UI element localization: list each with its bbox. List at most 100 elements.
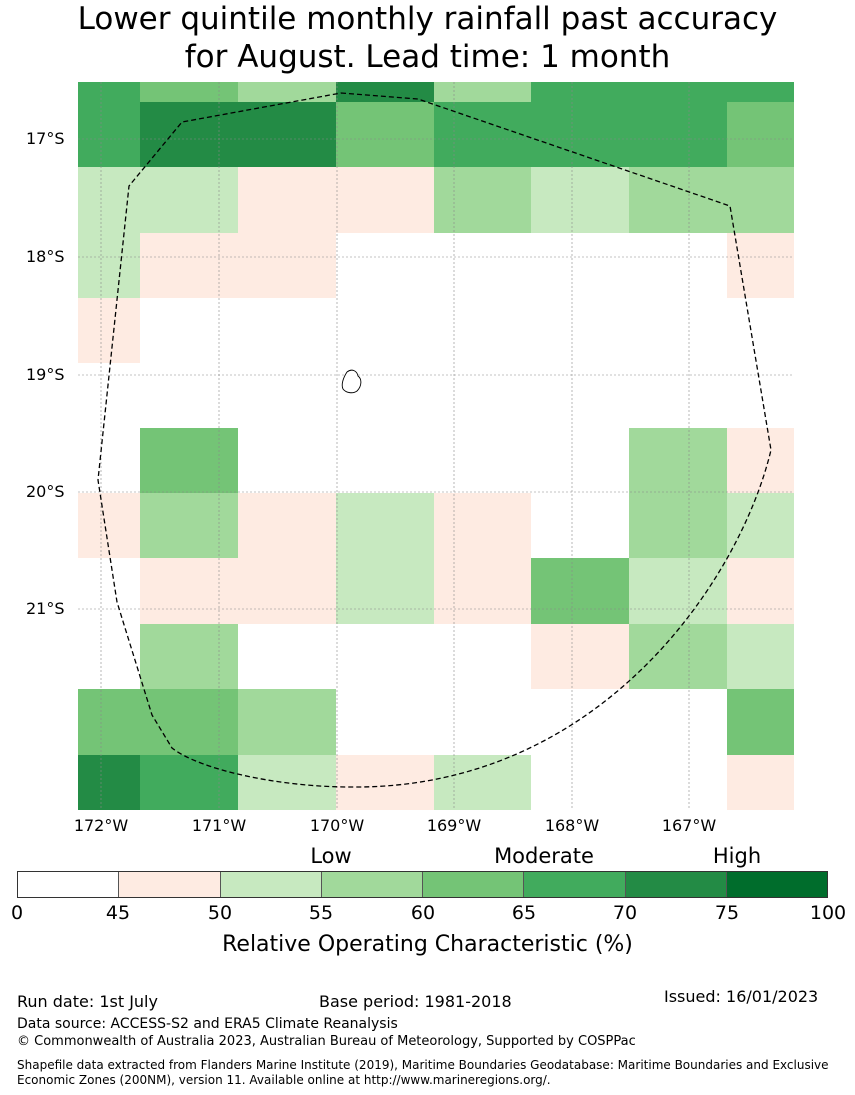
eez-boundary bbox=[97, 92, 772, 788]
colorbar-segment bbox=[18, 872, 120, 897]
map-cell bbox=[531, 167, 629, 233]
colorbar-tick: 75 bbox=[714, 902, 740, 924]
map-cell bbox=[140, 298, 238, 363]
rainfall-accuracy-map bbox=[78, 82, 794, 810]
map-cell bbox=[531, 624, 629, 689]
map-cell bbox=[434, 755, 531, 810]
lat-label-19s: 19°S bbox=[26, 365, 65, 384]
map-cell bbox=[78, 624, 140, 689]
map-cell bbox=[727, 167, 794, 233]
map-cell bbox=[140, 363, 238, 428]
map-cell bbox=[434, 428, 531, 493]
shapefile-credit-line-2: Economic Zones (200NM), version 11. Avai… bbox=[17, 1073, 551, 1087]
map-cell bbox=[727, 624, 794, 689]
category-moderate: Moderate bbox=[494, 844, 594, 868]
colorbar bbox=[17, 871, 828, 898]
map-cell bbox=[727, 689, 794, 755]
lon-label-171w: 171°W bbox=[191, 816, 247, 835]
colorbar-segment bbox=[423, 872, 525, 897]
map-cell bbox=[434, 558, 531, 624]
map-cell bbox=[238, 167, 336, 233]
map-cell bbox=[140, 755, 238, 810]
map-cell bbox=[336, 624, 434, 689]
map-cell bbox=[238, 493, 336, 558]
map-cell bbox=[238, 298, 336, 363]
category-low: Low bbox=[310, 844, 352, 868]
map-cell bbox=[238, 624, 336, 689]
map-cell bbox=[629, 755, 727, 810]
map-cell bbox=[140, 102, 238, 167]
colorbar-tick: 60 bbox=[410, 902, 436, 924]
graticule bbox=[78, 82, 794, 810]
map-cell bbox=[336, 82, 434, 102]
map-cell bbox=[727, 82, 794, 102]
colorbar-tick: 65 bbox=[511, 902, 537, 924]
map-cell bbox=[629, 689, 727, 755]
map-cell bbox=[238, 233, 336, 298]
map-cell bbox=[140, 82, 238, 102]
map-cell bbox=[140, 167, 238, 233]
shapefile-credit-line-1: Shapefile data extracted from Flanders M… bbox=[17, 1058, 829, 1072]
map-cell bbox=[434, 363, 531, 428]
map-cell bbox=[78, 298, 140, 363]
map-cell bbox=[140, 624, 238, 689]
map-cell bbox=[140, 233, 238, 298]
map-cell bbox=[531, 363, 629, 428]
colorbar-label: Relative Operating Characteristic (%) bbox=[222, 932, 633, 957]
map-cell bbox=[727, 428, 794, 493]
title-line-1: Lower quintile monthly rainfall past acc… bbox=[77, 1, 778, 37]
map-cell bbox=[629, 102, 727, 167]
map-cell bbox=[140, 558, 238, 624]
map-cell bbox=[434, 167, 531, 233]
map-cell bbox=[238, 82, 336, 102]
map-cell bbox=[336, 689, 434, 755]
map-cell bbox=[531, 102, 629, 167]
map-cell bbox=[336, 428, 434, 493]
map-cell bbox=[336, 493, 434, 558]
map-cell bbox=[531, 493, 629, 558]
map-cell bbox=[336, 558, 434, 624]
colorbar-tick: 100 bbox=[809, 902, 847, 924]
copyright: © Commonwealth of Australia 2023, Austra… bbox=[17, 1034, 636, 1049]
island-outline bbox=[341, 369, 362, 394]
title-line-2: for August. Lead time: 1 month bbox=[184, 39, 671, 75]
map-cell bbox=[336, 233, 434, 298]
map-cell bbox=[434, 82, 531, 102]
map-cell bbox=[727, 558, 794, 624]
colorbar-segment bbox=[321, 872, 423, 897]
map-cell bbox=[238, 689, 336, 755]
run-date: Run date: 1st July bbox=[17, 992, 158, 1011]
map-cell bbox=[140, 428, 238, 493]
map-cell bbox=[629, 233, 727, 298]
map-cell bbox=[629, 298, 727, 363]
colorbar-tick: 55 bbox=[308, 902, 334, 924]
lat-label-17s: 17°S bbox=[26, 129, 65, 148]
lat-label-21s: 21°S bbox=[26, 599, 65, 618]
map-cell bbox=[434, 102, 531, 167]
map-cell bbox=[78, 558, 140, 624]
map-cell bbox=[238, 428, 336, 493]
map-cell bbox=[531, 689, 629, 755]
base-period: Base period: 1981-2018 bbox=[319, 992, 512, 1011]
map-cell bbox=[336, 755, 434, 810]
issued-date: Issued: 16/01/2023 bbox=[664, 987, 819, 1006]
map-cells bbox=[78, 82, 794, 810]
lon-label-168w: 168°W bbox=[544, 816, 600, 835]
map-cell bbox=[629, 624, 727, 689]
map-cell bbox=[238, 102, 336, 167]
colorbar-segment bbox=[625, 872, 727, 897]
lon-label-167w: 167°W bbox=[661, 816, 717, 835]
map-cell bbox=[434, 624, 531, 689]
map-cell bbox=[727, 363, 794, 428]
colorbar-tick: 45 bbox=[105, 902, 131, 924]
map-cell bbox=[531, 82, 629, 102]
map-cell bbox=[434, 493, 531, 558]
map-cell bbox=[629, 493, 727, 558]
map-cell bbox=[78, 233, 140, 298]
colorbar-segment bbox=[524, 872, 626, 897]
colorbar-tick: 70 bbox=[612, 902, 638, 924]
map-cell bbox=[531, 755, 629, 810]
map-cell bbox=[78, 102, 140, 167]
map-cell bbox=[434, 298, 531, 363]
map-cell bbox=[434, 233, 531, 298]
